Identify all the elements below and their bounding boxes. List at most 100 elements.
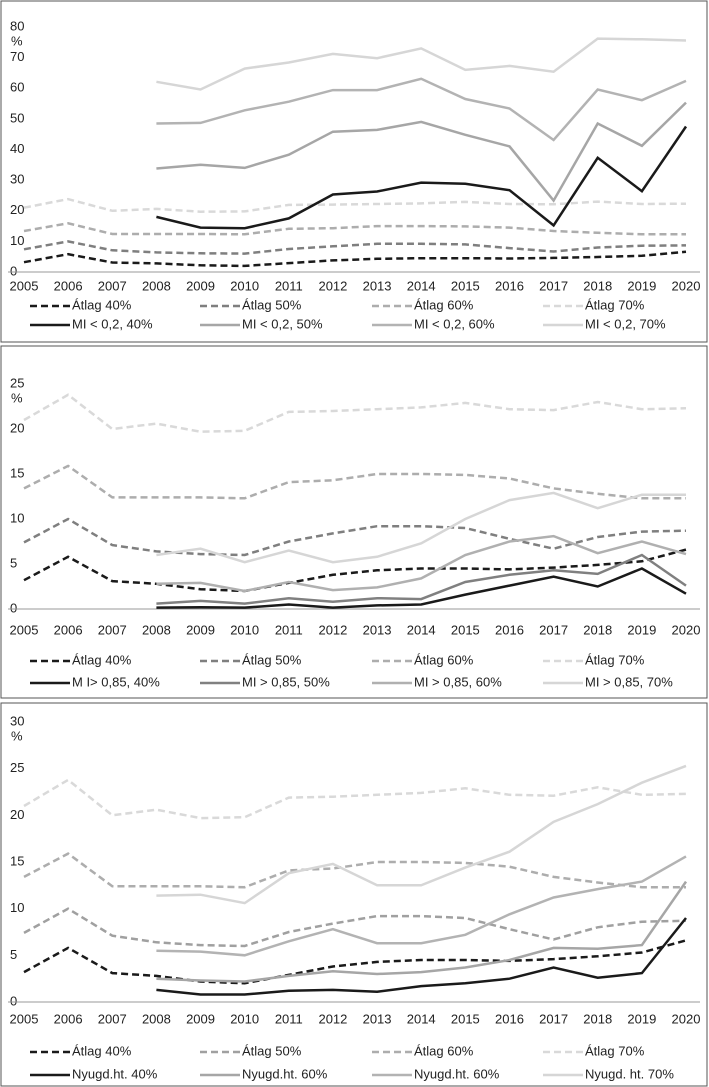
legend-label: Átlag 70% [585,652,645,667]
series-line [23,250,687,268]
x-tick-label: 2013 [363,1011,392,1026]
y-tick-label: 10 [10,510,24,525]
y-tick-label: 40 [10,141,24,156]
x-tick-label: 2016 [495,1011,524,1026]
x-tick-label: 2006 [54,278,83,293]
series-line [156,534,687,593]
panel-frame [0,702,708,1087]
x-tick-label: 2017 [539,622,568,637]
series-line [23,548,687,593]
legend-label: MI < 0,2, 60% [414,316,495,331]
series-line [23,852,686,889]
x-tick-label: 2012 [318,1011,347,1026]
y-tick-label: 80 [10,18,24,33]
x-tick-label: 2013 [363,622,392,637]
legend-label: Átlag 60% [414,1043,474,1058]
series-line [23,197,687,213]
y-tick-label: 30 [10,172,24,187]
x-tick-label: 2011 [275,622,303,637]
x-tick-label: 2009 [186,1011,215,1026]
x-tick-label: 2016 [495,622,524,637]
y-tick-label: 5 [10,555,17,570]
legend-label: Átlag 40% [72,652,132,667]
legend-label: MI < 0,2, 40% [72,316,153,331]
x-tick-label: 2007 [98,1011,127,1026]
panel-frame [0,0,708,343]
y-unit: % [11,390,23,405]
y-tick-label: 30 [10,713,24,728]
x-tick-label: 2006 [54,622,83,637]
y-tick-label: 15 [10,465,24,480]
legend-label: MI < 0,2, 50% [242,316,323,331]
legend-label: Nyugd.ht. 60% [414,1066,500,1081]
x-tick-label: 2016 [495,278,524,293]
x-tick-label: 2011 [275,278,303,293]
x-tick-label: 2017 [539,1011,568,1026]
x-tick-label: 2006 [54,1011,83,1026]
y-tick-label: 0 [10,600,17,615]
x-tick-label: 2005 [10,622,39,637]
legend-label: MI > 0,85, 60% [414,674,502,689]
x-tick-label: 2011 [275,1011,303,1026]
y-tick-label: 5 [10,947,17,962]
x-tick-label: 2005 [10,1011,39,1026]
y-tick-label: 20 [10,202,24,217]
x-tick-label: 2020 [672,622,701,637]
y-tick-label: 10 [10,233,24,248]
series-line [23,464,686,500]
x-tick-label: 2010 [230,622,259,637]
y-tick-label: 0 [10,263,17,278]
x-tick-label: 2019 [627,278,656,293]
x-tick-label: 2015 [451,1011,480,1026]
panel-frame [0,345,708,699]
x-tick-label: 2014 [407,622,436,637]
legend-label: MI < 0,2, 70% [585,316,666,331]
legend-label: Átlag 40% [72,297,132,312]
series-line [156,553,687,605]
x-tick-label: 2008 [142,622,171,637]
series-line [156,567,687,609]
series-line [23,939,687,985]
x-tick-label: 2020 [672,1011,701,1026]
y-tick-label: 0 [10,993,17,1008]
x-tick-label: 2019 [627,622,656,637]
series-line [23,222,686,236]
y-unit: % [11,33,23,48]
y-tick-label: 20 [10,420,24,435]
series-line [23,240,687,255]
x-tick-label: 2014 [407,1011,436,1026]
y-tick-label: 10 [10,900,24,915]
series-line [23,517,687,557]
series-line [23,907,687,948]
legend-label: Nyugd.ht. 60% [242,1066,328,1081]
x-tick-label: 2009 [186,622,215,637]
x-tick-label: 2010 [230,1011,259,1026]
x-tick-label: 2012 [318,622,347,637]
y-tick-label: 25 [10,375,24,390]
series-line [156,77,687,142]
legend-label: MI > 0,85, 50% [242,674,330,689]
legend-label: MI > 0,85, 70% [585,674,673,689]
legend-label: Átlag 70% [585,1043,645,1058]
x-tick-label: 2018 [583,278,612,293]
y-unit: % [11,728,23,743]
x-tick-label: 2013 [363,278,392,293]
series-line [156,125,688,230]
x-tick-label: 2008 [142,1011,171,1026]
legend-label: Nyugd.ht. 40% [72,1066,158,1081]
series-line [156,764,687,905]
x-tick-label: 2020 [672,278,701,293]
legend-label: Átlag 50% [242,1043,302,1058]
x-tick-label: 2017 [539,278,568,293]
y-tick-label: 20 [10,807,24,822]
legend-label: Átlag 50% [242,652,302,667]
x-tick-label: 2010 [230,278,259,293]
legend-label: Átlag 60% [414,297,474,312]
series-line [156,855,687,957]
x-tick-label: 2015 [451,622,480,637]
x-tick-label: 2009 [186,278,215,293]
legend-label: Átlag 60% [414,652,474,667]
series-line [156,37,687,91]
x-tick-label: 2012 [318,278,347,293]
